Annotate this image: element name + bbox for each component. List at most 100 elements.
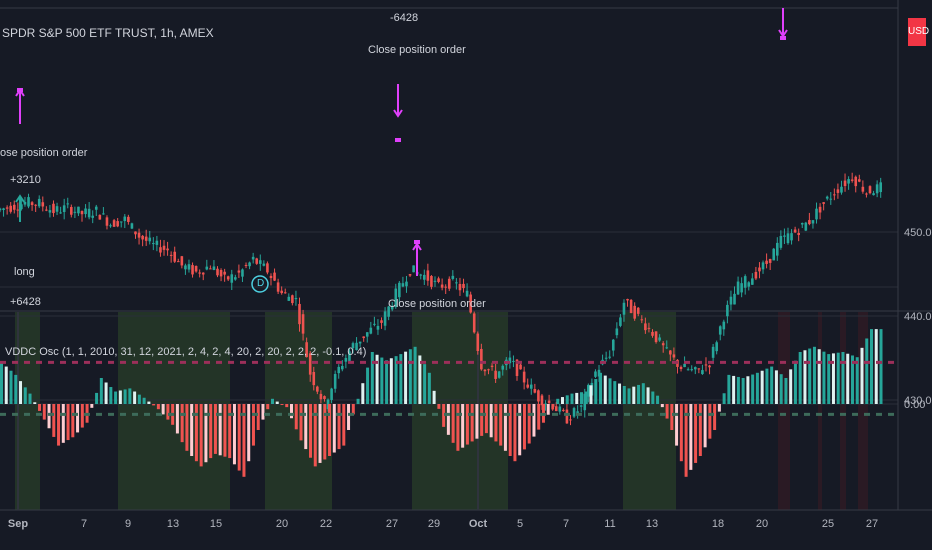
osc-bar: [385, 360, 389, 404]
osc-bar: [570, 393, 574, 404]
osc-bar: [879, 329, 883, 404]
osc-bar: [0, 362, 3, 404]
candle-body: [497, 371, 501, 378]
candle-body: [408, 274, 412, 276]
candle-body: [380, 320, 383, 323]
candle-body: [55, 206, 59, 212]
candle-body: [754, 271, 758, 279]
osc-bar: [190, 404, 194, 456]
osc-bar: [209, 404, 213, 459]
candle-body: [105, 217, 109, 226]
osc-bar: [651, 391, 655, 404]
candle-body: [669, 350, 672, 355]
osc-bar: [38, 404, 42, 411]
candle-body: [241, 269, 244, 277]
osc-bar: [266, 404, 270, 410]
osc-bar: [328, 404, 332, 456]
marker-arrow-top-close-head: [393, 109, 403, 118]
candle-body: [747, 282, 751, 287]
osc-bar: [755, 372, 759, 404]
candle-body: [305, 342, 308, 358]
candle-body: [376, 325, 380, 330]
candle-body: [205, 266, 209, 270]
dividend-marker[interactable]: D: [257, 278, 265, 289]
osc-bar: [484, 404, 488, 434]
candle-body: [775, 242, 779, 256]
candle-body: [822, 202, 825, 204]
osc-bar: [774, 370, 778, 404]
osc-bar: [14, 374, 18, 404]
candle-body: [572, 408, 576, 417]
osc-bar: [347, 404, 351, 430]
candle-body: [351, 343, 355, 348]
osc-bar: [118, 390, 122, 404]
candle-body: [66, 203, 70, 205]
osc-bar: [213, 404, 217, 454]
osc-bar: [841, 352, 845, 404]
osc-bar: [356, 398, 360, 404]
osc-bar: [71, 404, 75, 438]
osc-bar: [142, 397, 146, 404]
candle-body: [615, 328, 619, 336]
osc-bar: [408, 349, 412, 404]
candle-body: [494, 370, 497, 379]
candle-body: [405, 281, 408, 287]
candle-body: [244, 265, 248, 267]
osc-bar: [808, 348, 812, 404]
candle-body: [258, 260, 262, 264]
osc-bar: [565, 395, 569, 404]
osc-bar: [603, 375, 607, 404]
osc-bar: [223, 404, 227, 457]
time-tick-label-3: 13: [167, 518, 179, 530]
osc-bar: [860, 347, 864, 404]
candle-body: [280, 290, 283, 294]
osc-bar: [133, 391, 137, 404]
time-tick-label-15: 20: [756, 518, 768, 530]
shade-zone-red-3: [858, 312, 868, 510]
osc-bar: [128, 388, 132, 404]
candle-body: [134, 231, 137, 235]
osc-bar: [637, 384, 641, 404]
osc-bar: [589, 385, 593, 404]
candle-body: [850, 179, 854, 181]
candle-body: [426, 270, 430, 281]
candle-body: [651, 331, 654, 336]
marker-tick-top: [395, 138, 401, 142]
candle-body: [697, 368, 701, 370]
candle-body: [836, 189, 840, 193]
osc-bar: [465, 404, 469, 445]
dividend-circle: [251, 275, 269, 293]
candle-body: [861, 186, 865, 192]
candle-body: [337, 366, 341, 374]
osc-bar: [703, 404, 707, 448]
candle-body: [465, 290, 469, 297]
candle-body: [440, 284, 444, 288]
candle-body: [116, 221, 119, 227]
osc-bar: [66, 404, 70, 441]
candle-body: [340, 365, 344, 370]
currency-badge[interactable]: USD: [908, 18, 929, 46]
osc-bar: [451, 404, 455, 443]
osc-bar: [518, 404, 522, 456]
osc-bar: [551, 404, 555, 407]
osc-bar: [147, 401, 151, 404]
candle-body: [501, 365, 505, 370]
osc-bar: [865, 338, 869, 404]
candle-body: [184, 265, 187, 270]
candle-body: [533, 388, 537, 393]
candle-body: [173, 251, 177, 262]
osc-bar: [280, 404, 284, 405]
time-tick-label-10: 5: [517, 518, 523, 530]
candle-body: [797, 232, 800, 236]
candle-body: [519, 364, 522, 370]
candle-body: [512, 360, 515, 362]
candle-body: [451, 275, 455, 279]
osc-bar: [161, 404, 165, 415]
candle-body: [472, 313, 476, 333]
price-tick-label-2: 450.00: [904, 227, 932, 239]
candle-body: [686, 369, 690, 371]
candle-body: [77, 206, 80, 214]
candle-body: [394, 288, 398, 307]
candle-body: [736, 281, 740, 295]
